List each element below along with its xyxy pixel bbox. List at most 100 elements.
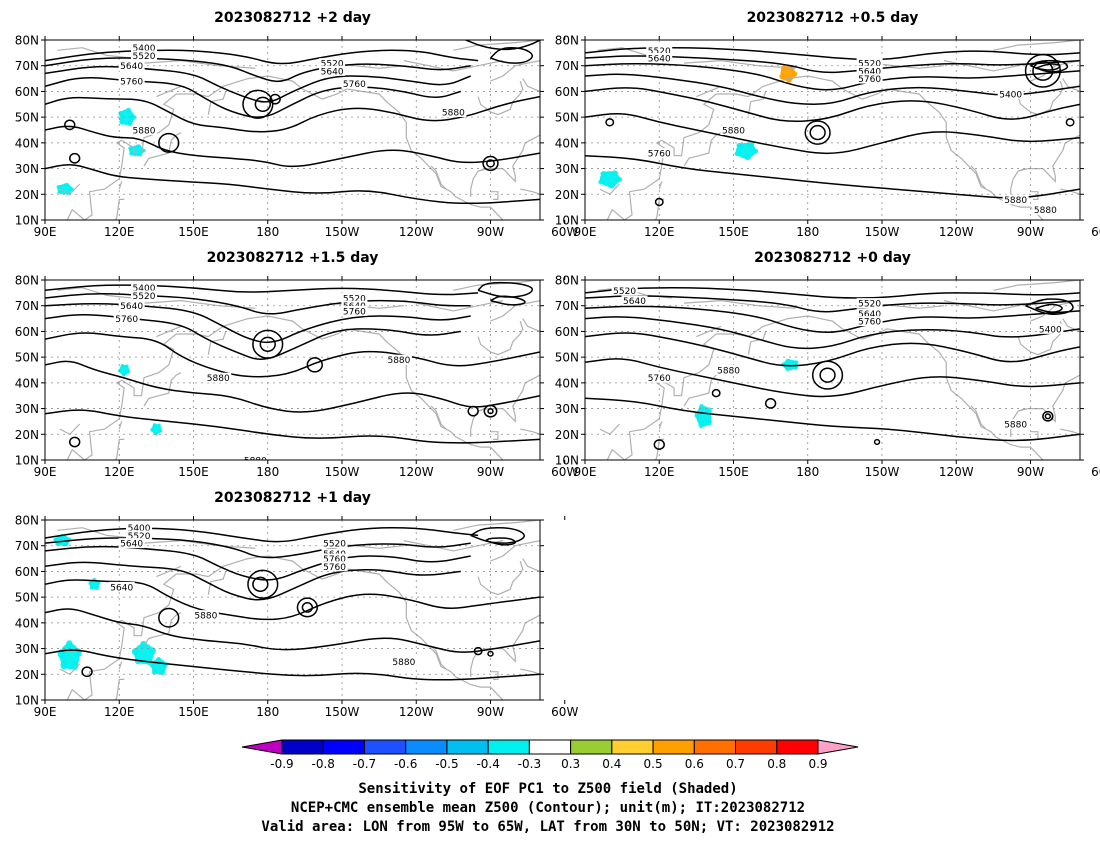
coastline xyxy=(453,280,540,291)
sensitivity-shade-fringe xyxy=(747,142,755,148)
panel-title: 2023082712 +2 day xyxy=(214,10,371,26)
sensitivity-shade-fringe xyxy=(204,109,211,114)
lon-tick-label: 150W xyxy=(865,225,900,239)
sensitivity-shade-fringe xyxy=(157,423,161,428)
lat-tick-label: 20N xyxy=(555,188,579,202)
contour-label: 5880 xyxy=(717,367,740,377)
sensitivity-shade-fringe xyxy=(125,107,132,114)
map-panel: 5400552056405760588055205640576058805880… xyxy=(15,250,579,479)
contour-label: 5400 xyxy=(133,44,156,54)
contour-label-bg xyxy=(646,45,673,56)
contour-label-bg xyxy=(321,538,348,549)
coastline xyxy=(522,78,540,92)
z500-contour xyxy=(45,332,540,378)
lon-tick-label: 120E xyxy=(104,225,135,239)
coastline xyxy=(430,165,447,190)
contour-label: 5640 xyxy=(120,540,143,550)
contour-label-bg xyxy=(856,316,883,327)
colorbar-label: 0.3 xyxy=(561,757,580,771)
sensitivity-shade-fringe xyxy=(598,179,606,185)
lon-tick-label: 90W xyxy=(477,225,504,239)
lat-tick-label: 10N xyxy=(555,214,579,228)
lat-tick-label: 80N xyxy=(555,274,579,288)
colorbar-box xyxy=(652,739,695,755)
contour-label: 5760 xyxy=(343,80,366,90)
contour-label: 5880 xyxy=(387,356,410,366)
coastline xyxy=(207,331,227,355)
coastline xyxy=(522,558,540,572)
sensitivity-shade-fringe xyxy=(34,51,41,56)
z500-contour xyxy=(45,76,462,118)
sensitivity-shade-fringe xyxy=(238,49,243,53)
colorbar-box xyxy=(611,739,654,755)
coastline xyxy=(490,431,499,440)
sensitivity-shade-fringe xyxy=(95,586,99,590)
lat-tick-label: 20N xyxy=(15,428,39,442)
contour-label: 5520 xyxy=(858,60,881,70)
z500-closed-contour xyxy=(306,357,323,373)
coastline xyxy=(658,181,663,190)
lon-tick-label: 60W xyxy=(1091,225,1100,239)
colorbar-box xyxy=(570,739,613,755)
contour-label-bg xyxy=(126,522,153,533)
sensitivity-shade-fringe xyxy=(615,176,623,183)
lat-tick-label: 60N xyxy=(555,85,579,99)
map-panel: 5400552056405640552056405760576058805880… xyxy=(15,490,579,719)
lat-tick-label: 40N xyxy=(555,136,579,150)
sensitivity-shade-fringe xyxy=(207,166,214,171)
contour-label: 5640 xyxy=(858,310,881,320)
coastline xyxy=(490,671,499,680)
z500-closed-contour xyxy=(487,408,494,415)
lon-tick-label: 90W xyxy=(477,705,504,719)
coastline xyxy=(1030,431,1039,440)
contour-label: 5400 xyxy=(1039,325,1062,335)
colorbar-box xyxy=(281,739,324,755)
contour-label: 5400 xyxy=(999,91,1022,101)
panels-layer: 5400 5520 5640 5760 5880 5520 5640 5760 5880 10N 2… xyxy=(15,10,1100,719)
contour-label-bg xyxy=(385,354,412,365)
lat-tick-label: 80N xyxy=(15,514,39,528)
coastline xyxy=(57,287,132,299)
sensitivity-shade-fringe xyxy=(779,73,785,80)
coastline xyxy=(57,47,132,59)
colorbar-box xyxy=(405,739,448,755)
coastline xyxy=(118,181,123,190)
lat-tick-label: 80N xyxy=(15,34,39,48)
lon-tick-label: 90E xyxy=(574,465,597,479)
contour-label: 5520 xyxy=(648,47,671,57)
panel-frame xyxy=(44,279,541,461)
sensitivity-shade xyxy=(31,288,51,298)
contour-label: 5760 xyxy=(323,555,346,565)
colorbar-label: 0.9 xyxy=(808,757,827,771)
sensitivity-shade-fringe xyxy=(127,120,133,126)
coastline xyxy=(747,91,767,115)
lat-tick-label: 40N xyxy=(15,376,39,390)
colorbar-label: -0.7 xyxy=(353,757,376,771)
sensitivity-shade-fringe xyxy=(170,66,180,70)
coastline xyxy=(599,423,621,436)
colorbar-max-triangle xyxy=(817,739,859,755)
contour-label-bg xyxy=(319,65,346,76)
sensitivity-shade-fringe xyxy=(155,656,162,663)
coastline xyxy=(430,405,447,430)
sensitivity-shade-fringe xyxy=(229,414,234,418)
z500-closed-contour xyxy=(473,646,483,656)
contour-label-bg xyxy=(621,295,648,306)
sensitivity-shade-fringe xyxy=(53,537,59,542)
lat-tick-label: 20N xyxy=(15,188,39,202)
sensitivity-shade-fringe xyxy=(780,65,787,71)
lat-tick-label: 70N xyxy=(15,539,39,553)
sensitivity-shade-fringe xyxy=(235,45,240,49)
coastline xyxy=(477,560,524,596)
contour-label-bg xyxy=(131,125,157,135)
sensitivity-shade-fringe xyxy=(118,368,122,373)
coastline xyxy=(156,325,182,338)
colorbar-box xyxy=(487,739,530,755)
lon-tick-label: 60W xyxy=(1091,465,1100,479)
coastline xyxy=(143,299,256,309)
lon-tick-label: 120E xyxy=(644,225,675,239)
sensitivity-shade-fringe xyxy=(202,118,209,123)
lat-tick-label: 80N xyxy=(15,274,39,288)
contour-label-bg xyxy=(856,73,883,84)
sensitivity-shade-fringe xyxy=(209,158,216,163)
